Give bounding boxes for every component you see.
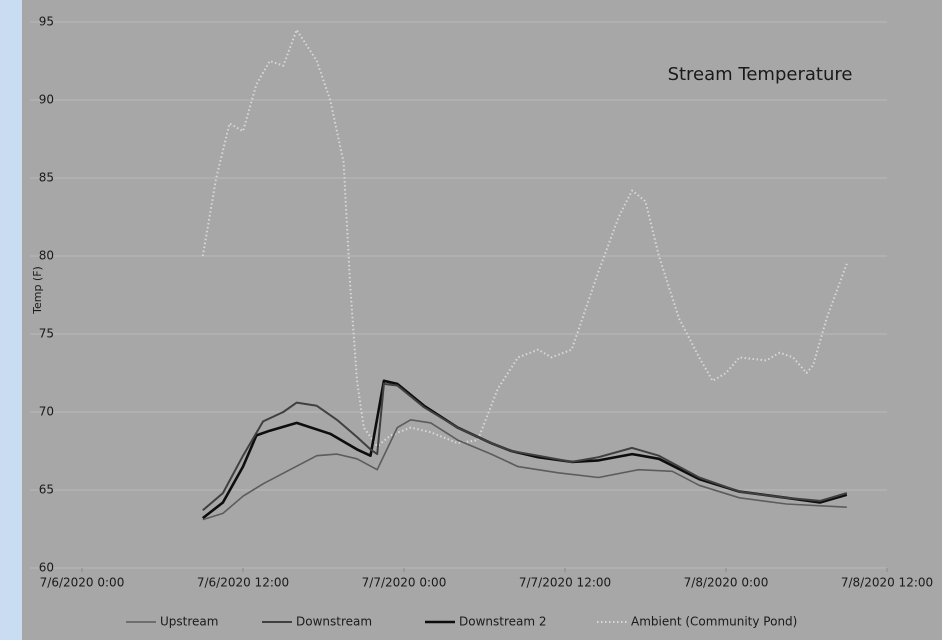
x-tick-label: 7/6/2020 12:00 [197,576,289,590]
x-tick-label: 7/7/2020 0:00 [362,576,447,590]
x-tick-label: 7/8/2020 0:00 [684,576,769,590]
y-tick-label: 85 [39,171,54,185]
chart-title: Stream Temperature [668,64,853,85]
series-line [202,419,847,521]
y-tick-label: 70 [39,405,54,419]
y-tick-label: 75 [39,327,54,341]
x-tick-label: 7/7/2020 12:00 [519,576,611,590]
y-tick-label: 90 [39,93,54,107]
x-tick-label: 7/8/2020 12:00 [841,576,933,590]
series-line [201,28,848,448]
legend-label: Downstream 2 [459,615,547,629]
legend-label: Upstream [160,615,218,629]
legend-label: Ambient (Community Pond) [631,615,797,629]
y-tick-label: 80 [39,249,54,263]
legend-label: Downstream [296,615,372,629]
y-tick-label: 65 [39,483,54,497]
chart-background [22,0,942,640]
y-tick-label: 60 [39,561,54,575]
x-tick-label: 7/6/2020 0:00 [40,576,125,590]
y-axis-label: Temp (F) [31,266,44,315]
y-tick-label: 95 [39,15,54,29]
series-line [202,382,848,512]
